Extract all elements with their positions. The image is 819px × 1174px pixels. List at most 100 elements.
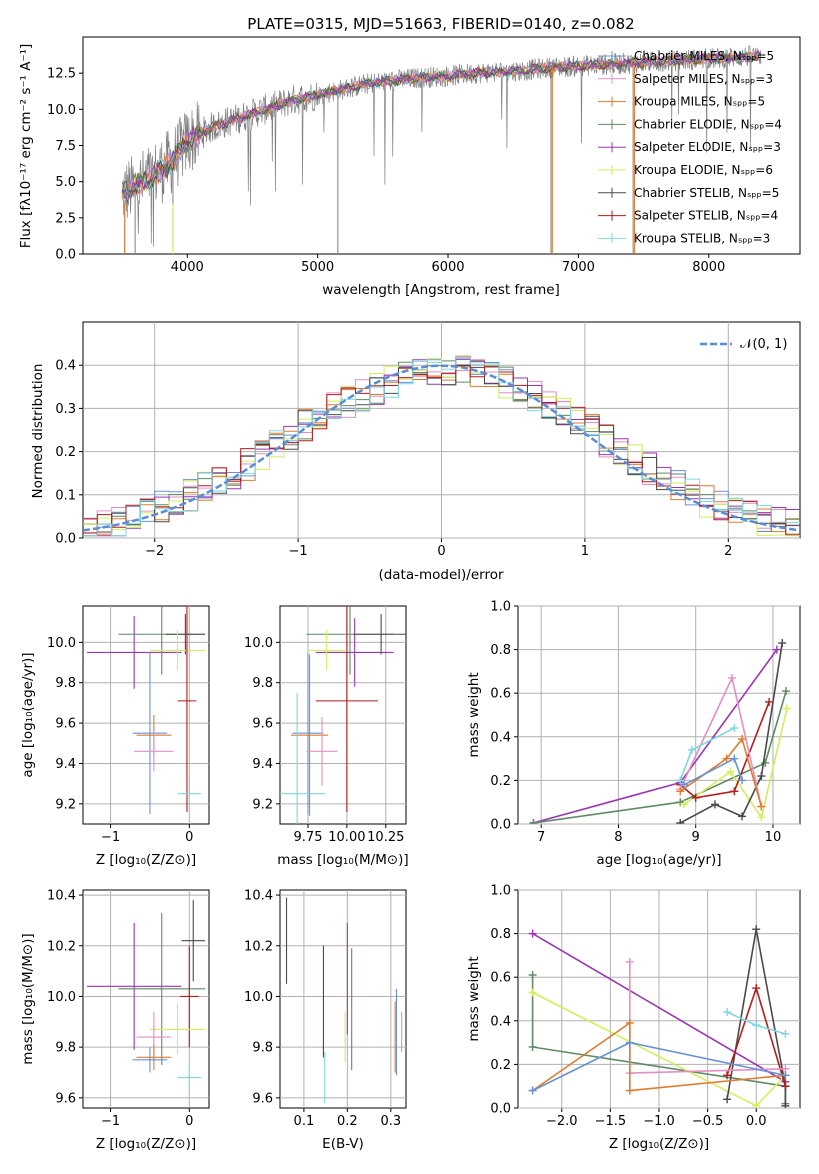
- residual-y-tick-label: 0.4: [55, 359, 76, 374]
- age-vs-mass-panel: 9.75 10.00 10.25 9.2 9.4 9.6 9.8 10.0 mass [log…: [244, 605, 409, 868]
- mass-vs-ebv-axes-frame: [279, 889, 407, 1109]
- weight-vs-z-y-label: mass weight: [466, 956, 482, 1041]
- age-vs-mass-x-tick-label: 10.00: [328, 830, 365, 845]
- residual-y-tick-label: 0.1: [55, 488, 76, 503]
- weight-vs-age-plot-area: 7 8 9 10 0.0 0.2 0.4 0.6 0.8 1.0: [490, 600, 800, 845]
- age-vs-mass-x-label: mass [log₁₀(M/M⊙)]: [277, 852, 408, 868]
- age-vs-z-y-tick-label: 9.8: [55, 676, 76, 691]
- age-vs-mass-y-tick-label: 9.8: [252, 676, 273, 691]
- residual-y-tick-label: 0.2: [55, 445, 76, 460]
- spectrum-y-label: Flux [fλ10⁻¹⁷ erg cm⁻² s⁻¹ A⁻¹]: [18, 44, 34, 249]
- age-vs-mass-x-tick-label: 10.25: [367, 830, 404, 845]
- spectrum-y-tick-label: 12.5: [47, 67, 76, 82]
- residual-curves: [83, 355, 800, 537]
- mass-vs-ebv-y-tick-label: 9.6: [252, 1091, 273, 1106]
- weight-vs-z-y-tick-label: 0.4: [490, 1014, 511, 1029]
- spectrum-legend: Chabrier MILES, Nₛₚₚ=5 Salpeter MILES, Nₛ…: [598, 49, 782, 245]
- age-vs-mass-y-tick-label: 9.2: [252, 797, 273, 812]
- weight-vs-z-line-chabrier_stelib: [726, 929, 787, 1106]
- mass-vs-z-panel: −1 0 9.6 9.8 10.0 10.2 10.4 Z [log₁₀(Z/Z⊙)] ma…: [20, 889, 210, 1152]
- spectrum-x-label: wavelength [Angstrom, rest frame]: [322, 282, 560, 298]
- age-vs-z-y-label: age [log₁₀(age/yr)]: [20, 652, 36, 777]
- mass-vs-ebv-x-tick-label: 0.3: [380, 1114, 401, 1129]
- residual-normal-curve: [83, 364, 800, 532]
- mass-vs-ebv-y-tick-label: 10.4: [244, 889, 273, 904]
- mass-vs-ebv-panel: 0.1 0.2 0.3 9.6 9.8 10.0 10.2 10.4 E(B-V): [244, 889, 407, 1152]
- spectrum-y-tick-label: 2.5: [55, 211, 76, 226]
- legend-label-kroupa_miles: Kroupa MILES, Nₛₚₚ=5: [634, 95, 765, 109]
- legend-label-salpeter_miles: Salpeter MILES, Nₛₚₚ=3: [634, 72, 773, 86]
- mass-vs-z-y-tick-label: 9.6: [55, 1091, 76, 1106]
- weight-vs-age-y-tick-label: 1.0: [490, 600, 511, 615]
- weight-vs-z-panel: −2.0 −1.5 −1.0 −0.5 0.0 0.0 0.2 0.4 0.6 0.8 1.0 Z …: [466, 884, 801, 1152]
- residual-x-label: (data-model)/error: [378, 567, 504, 583]
- mass-vs-z-y-tick-label: 10.0: [47, 990, 76, 1005]
- weight-vs-age-y-tick-label: 0.2: [490, 774, 511, 789]
- mass-vs-z-y-tick-label: 9.8: [55, 1041, 76, 1056]
- spectrum-x-tick-label: 4000: [171, 260, 204, 275]
- weight-vs-age-line-chabrier_elodie: [533, 690, 787, 824]
- mass-vs-z-x-label: Z [log₁₀(Z/Z⊙)]: [96, 1136, 196, 1152]
- weight-vs-age-x-tick-label: 8: [614, 830, 622, 845]
- legend-label-salpeter_elodie: Salpeter ELODIE, Nₛₚₚ=3: [634, 140, 781, 154]
- residual-plot-area: −2 −1 0 1 2 0.0 0.1 0.2 0.3 0.4: [55, 322, 800, 559]
- weight-vs-z-y-tick-label: 0.0: [490, 1102, 511, 1117]
- age-vs-z-y-tick-label: 9.6: [55, 717, 76, 732]
- mass-vs-z-axes-frame: [82, 889, 210, 1109]
- weight-vs-z-y-tick-label: 1.0: [490, 884, 511, 899]
- weight-vs-age-line-salpeter_stelib: [679, 701, 770, 799]
- weight-vs-z-x-tick-label: −0.5: [692, 1114, 724, 1129]
- residual-x-tick-label: −1: [289, 544, 308, 559]
- weight-vs-z-x-tick-label: 0.0: [746, 1114, 767, 1129]
- weight-vs-z-lines: [528, 925, 790, 1108]
- weight-vs-z-x-tick-label: −1.0: [643, 1114, 675, 1129]
- residual-x-tick-label: 1: [581, 544, 589, 559]
- residual-x-tick-label: 0: [437, 544, 445, 559]
- weight-vs-age-lines: [529, 639, 791, 824]
- age-vs-mass-plot-area: 9.75 10.00 10.25 9.2 9.4 9.6 9.8 10.0: [244, 606, 406, 845]
- legend-normal-label: 𝒩(0, 1): [740, 337, 787, 352]
- legend-label-salpeter_stelib: Salpeter STELIB, Nₛₚₚ=4: [634, 209, 778, 223]
- mass-vs-z-x-tick-label: 0: [185, 1114, 193, 1129]
- weight-vs-age-y-tick-label: 0.8: [490, 643, 511, 658]
- weight-vs-age-x-tick-label: 9: [692, 830, 700, 845]
- age-vs-z-axes-frame: [82, 605, 210, 825]
- weight-vs-age-panel: 7 8 9 10 0.0 0.2 0.4 0.6 0.8 1.0 age [log₁₀(age/y…: [466, 600, 801, 868]
- mass-vs-ebv-x-tick-label: 0.2: [337, 1114, 358, 1129]
- mass-vs-ebv-x-tick-label: 0.1: [294, 1114, 315, 1129]
- spectrum-x-tick-label: 7000: [562, 260, 595, 275]
- weight-vs-age-x-tick-label: 10: [765, 830, 782, 845]
- age-vs-z-x-label: Z [log₁₀(Z/Z⊙)]: [96, 852, 196, 868]
- weight-vs-age-y-label: mass weight: [466, 672, 482, 757]
- weight-vs-z-x-label: Z [log₁₀(Z/Z⊙)]: [609, 1136, 709, 1152]
- weight-vs-age-x-label: age [log₁₀(age/yr)]: [596, 852, 721, 868]
- mass-vs-z-y-tick-label: 10.4: [47, 889, 76, 904]
- weight-vs-z-y-tick-label: 0.8: [490, 927, 511, 942]
- weight-vs-z-x-tick-label: −1.5: [595, 1114, 627, 1129]
- age-vs-z-panel: −1 0 9.2 9.4 9.6 9.8 10.0 Z [log₁₀(Z/Z⊙)] age …: [20, 605, 210, 868]
- mass-vs-z-y-label: mass [log₁₀(M/M⊙)]: [20, 933, 36, 1064]
- residual-y-tick-label: 0.3: [55, 402, 76, 417]
- legend-label-chabrier_elodie: Chabrier ELODIE, Nₛₚₚ=4: [634, 117, 782, 131]
- spectrum-x-tick-label: 6000: [431, 260, 464, 275]
- mass-vs-ebv-plot-area: 0.1 0.2 0.3 9.6 9.8 10.0 10.2 10.4: [244, 889, 406, 1129]
- residual-panel: −2 −1 0 1 2 0.0 0.1 0.2 0.3 0.4 𝒩(0, 1) (data-mod…: [30, 321, 801, 583]
- weight-vs-age-y-tick-label: 0.6: [490, 687, 511, 702]
- weight-vs-age-y-tick-label: 0.4: [490, 730, 511, 745]
- mass-vs-ebv-y-tick-label: 10.2: [244, 939, 273, 954]
- age-vs-z-y-tick-label: 10.0: [47, 636, 76, 651]
- spectrum-panel: PLATE=0315, MJD=51663, FIBERID=0140, z=0…: [18, 15, 801, 298]
- figure-title: PLATE=0315, MJD=51663, FIBERID=0140, z=0…: [247, 15, 634, 33]
- legend-label-chabrier_miles: Chabrier MILES, Nₛₚₚ=5: [634, 49, 774, 63]
- mass-vs-ebv-markers: [285, 897, 403, 1103]
- age-vs-mass-markers: [280, 606, 406, 824]
- weight-vs-age-x-tick-label: 7: [537, 830, 545, 845]
- spectrum-model-line-salpeter_elodie: [121, 49, 761, 204]
- weight-vs-z-line-kroupa_miles: [532, 1021, 786, 1092]
- age-vs-mass-x-tick-label: 9.75: [294, 830, 323, 845]
- spectrum-plot-area: 4000 5000 6000 7000 8000 0.0 2.5 5.0 7.5 10.0 12.5: [47, 45, 762, 275]
- age-vs-z-x-tick-label: 0: [185, 830, 193, 845]
- spectrum-y-tick-label: 5.0: [55, 175, 76, 190]
